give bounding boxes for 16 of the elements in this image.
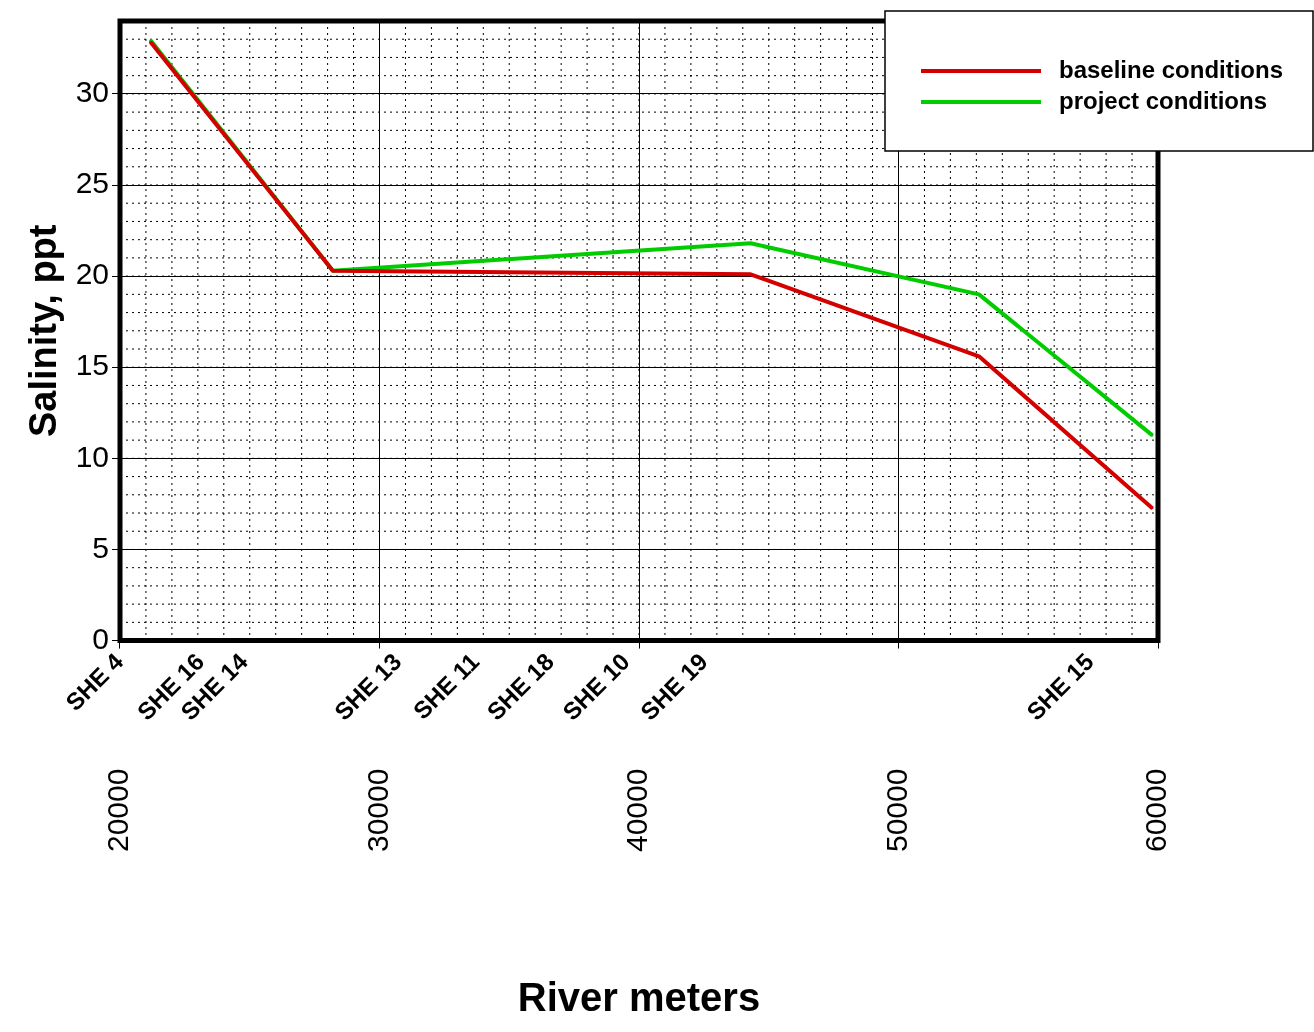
y-tick-label: 25	[75, 166, 109, 200]
x-tick-label: 30000	[360, 768, 394, 853]
x-tick-label: 60000	[1139, 768, 1173, 853]
y-tick-label: 15	[75, 348, 109, 382]
x-tick-label: 20000	[101, 768, 135, 853]
y-tick-label: 0	[92, 621, 109, 655]
x-tick-label: 50000	[879, 768, 913, 853]
y-axis-title: Salinity, ppt	[22, 224, 65, 438]
x-tick-label: 40000	[620, 768, 654, 853]
y-tick-label: 20	[75, 257, 109, 291]
legend-label: baseline conditions	[1059, 55, 1284, 83]
y-tick-label: 10	[75, 439, 109, 473]
legend-label: project conditions	[1059, 86, 1268, 114]
x-axis-title: River meters	[517, 975, 761, 1020]
y-tick-label: 30	[75, 75, 109, 109]
y-tick-label: 5	[92, 530, 109, 564]
